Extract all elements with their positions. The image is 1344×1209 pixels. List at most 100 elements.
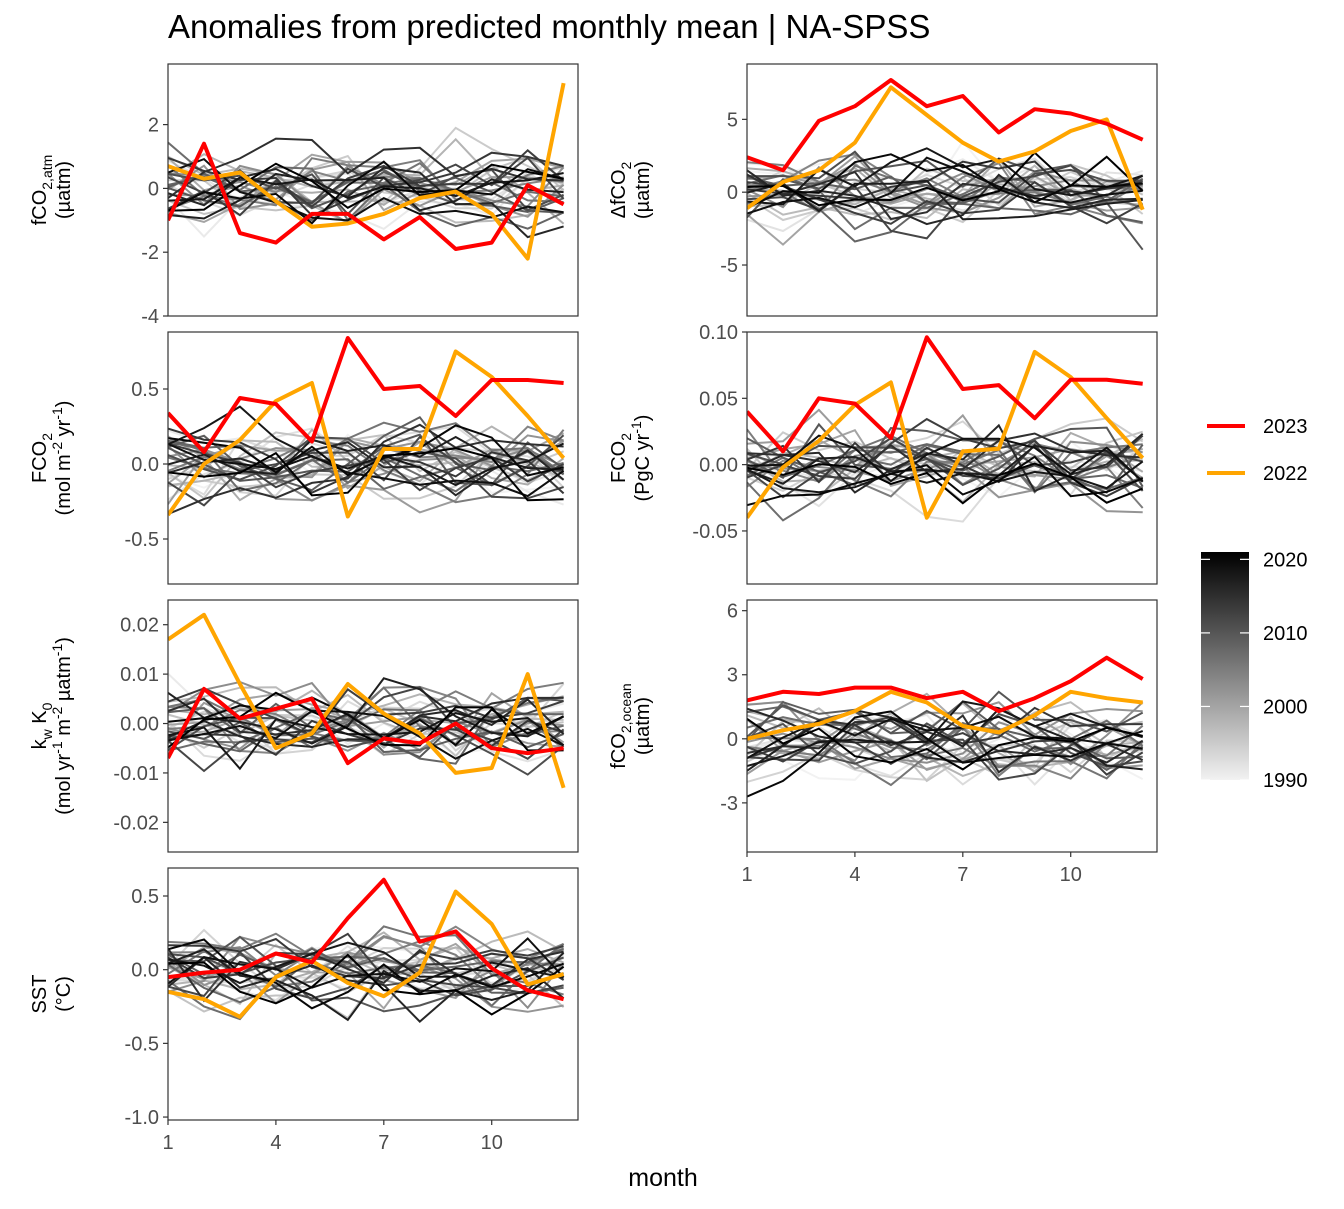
y-tick-label: 0 (727, 182, 738, 204)
y-axis-title-line-2: (mol yr-1 m-2 µatm-1) (49, 637, 75, 815)
year-line (168, 148, 565, 217)
y-axis-title-line-1: fCO2,ocean (608, 683, 634, 768)
year-line (168, 948, 564, 1004)
series-line-2023 (168, 877, 565, 1002)
year-line (747, 177, 1144, 243)
year-line (168, 435, 564, 476)
x-tick-label: 4 (270, 1132, 281, 1154)
year-line (168, 168, 564, 216)
year-line (747, 427, 1144, 494)
year-line (747, 170, 1144, 224)
y-axis-title-line-1: FCO2 (29, 433, 55, 483)
y-axis-title: kw K0(mol yr-1 m-2 µatm-1) (29, 637, 75, 815)
year-line (747, 700, 1143, 767)
highlight-series (168, 336, 566, 519)
series-line-2022 (168, 349, 566, 519)
colorbar-label: 2010 (1263, 623, 1308, 645)
year-line (168, 421, 565, 476)
background-year-lines (747, 408, 1144, 523)
y-axis-title-line-2: (°C) (53, 976, 75, 1012)
y-axis-title: fCO2,ocean(µatm) (608, 683, 654, 768)
year-line (168, 707, 564, 765)
highlight-series (168, 877, 565, 1019)
series-line-2022 (168, 612, 566, 789)
y-tick-label: -0.02 (113, 812, 159, 834)
y-tick-label: 0.00 (120, 714, 159, 736)
y-tick-label: 6 (727, 601, 738, 623)
y-tick-label: 5 (727, 109, 738, 131)
highlight-series (747, 335, 1145, 520)
year-line (747, 169, 1143, 226)
highlight-series (168, 612, 566, 789)
year-line (747, 170, 1144, 221)
year-line (747, 442, 1144, 486)
year-line (168, 938, 564, 1010)
y-tick-label: 0.5 (131, 886, 159, 908)
year-line (168, 932, 564, 989)
y-tick-label: -5 (720, 255, 738, 277)
y-tick-label: -2 (141, 242, 159, 264)
year-line (168, 434, 565, 487)
year-line (168, 137, 564, 199)
series-line-2023 (747, 78, 1144, 173)
y-axis-title-line-1: FCO2 (608, 433, 634, 483)
y-tick-label: 2 (148, 115, 159, 137)
y-axis-title-line-2: (PgC yr-1) (628, 415, 654, 502)
y-axis-title: SST (°C) (29, 975, 75, 1014)
panel-sst: 0.5 0.0 -0.5 -1.01 4 7 10 SST (°C) (29, 867, 579, 1154)
y-axis-title-line-2: (mol m-2 yr-1) (49, 401, 75, 516)
y-tick-label: 3 (727, 665, 738, 687)
year-line (747, 175, 1143, 246)
year-line (747, 455, 1144, 507)
year-line (747, 710, 1143, 798)
year-line (168, 691, 564, 752)
x-tick-label: 7 (957, 864, 968, 886)
year-line (747, 460, 1144, 494)
y-tick-label: 0.5 (131, 379, 159, 401)
background-year-lines (747, 690, 1144, 798)
y-axis-title-line-2: (µatm) (632, 697, 654, 755)
panel-kwk0: 0.02 0.01 0.00 -0.01 -0.02 kw K0(mol yr-1 m-2… (29, 599, 579, 853)
y-axis-title-line-1: ΔfCO2 (608, 161, 634, 218)
series-line-2022 (747, 689, 1143, 741)
panel-dfco2: 5 0 -5 ΔfCO2(µatm) (608, 63, 1158, 317)
y-tick-label: -3 (720, 793, 738, 815)
year-line (747, 422, 1144, 488)
background-year-lines (168, 405, 565, 516)
y-tick-label: 0.10 (699, 322, 738, 344)
series-line-2022 (168, 889, 565, 1019)
panel-border (167, 867, 579, 1121)
panel-border (167, 331, 579, 585)
legend: 2023 2022 2020 2010 2000 1990 (1201, 416, 1308, 792)
colorbar: 2020 2010 2000 1990 (1201, 549, 1308, 792)
series-line-2022 (747, 349, 1145, 520)
series-line-2023 (747, 655, 1144, 714)
y-axis-title: fCO2,atm(µatm) (29, 155, 75, 226)
colorbar-label: 1990 (1263, 770, 1308, 792)
legend-label: 2023 (1263, 416, 1308, 438)
year-line (168, 157, 564, 222)
year-line (168, 955, 565, 1023)
year-line (747, 151, 1144, 207)
panel-border (167, 63, 579, 317)
colorbar-gradient (1201, 552, 1249, 780)
panels: 20-2-4fCO2,atm(µatm)50-5ΔfCO2(µatm)0.50.… (29, 63, 1158, 1154)
y-tick-label: 0.0 (131, 960, 159, 982)
legend-item-2023: 2023 (1207, 416, 1308, 438)
year-line (168, 932, 564, 980)
y-tick-label: -0.5 (125, 1033, 159, 1055)
series-line-2022 (168, 82, 566, 261)
panel-fco2mol: 0.5 0.0 -0.5 FCO2(mol m-2 yr-1) (29, 331, 579, 585)
year-line (168, 160, 564, 225)
year-line (168, 429, 565, 504)
x-tick-label: 1 (741, 864, 752, 886)
year-line (747, 432, 1143, 474)
year-line (168, 677, 565, 745)
year-line (168, 953, 565, 1016)
x-tick-label: 1 (162, 1132, 173, 1154)
series-line-2023 (747, 335, 1143, 454)
y-tick-label: -0.05 (692, 521, 738, 543)
year-line (168, 941, 564, 985)
year-line (747, 716, 1143, 781)
year-line (168, 943, 565, 1021)
